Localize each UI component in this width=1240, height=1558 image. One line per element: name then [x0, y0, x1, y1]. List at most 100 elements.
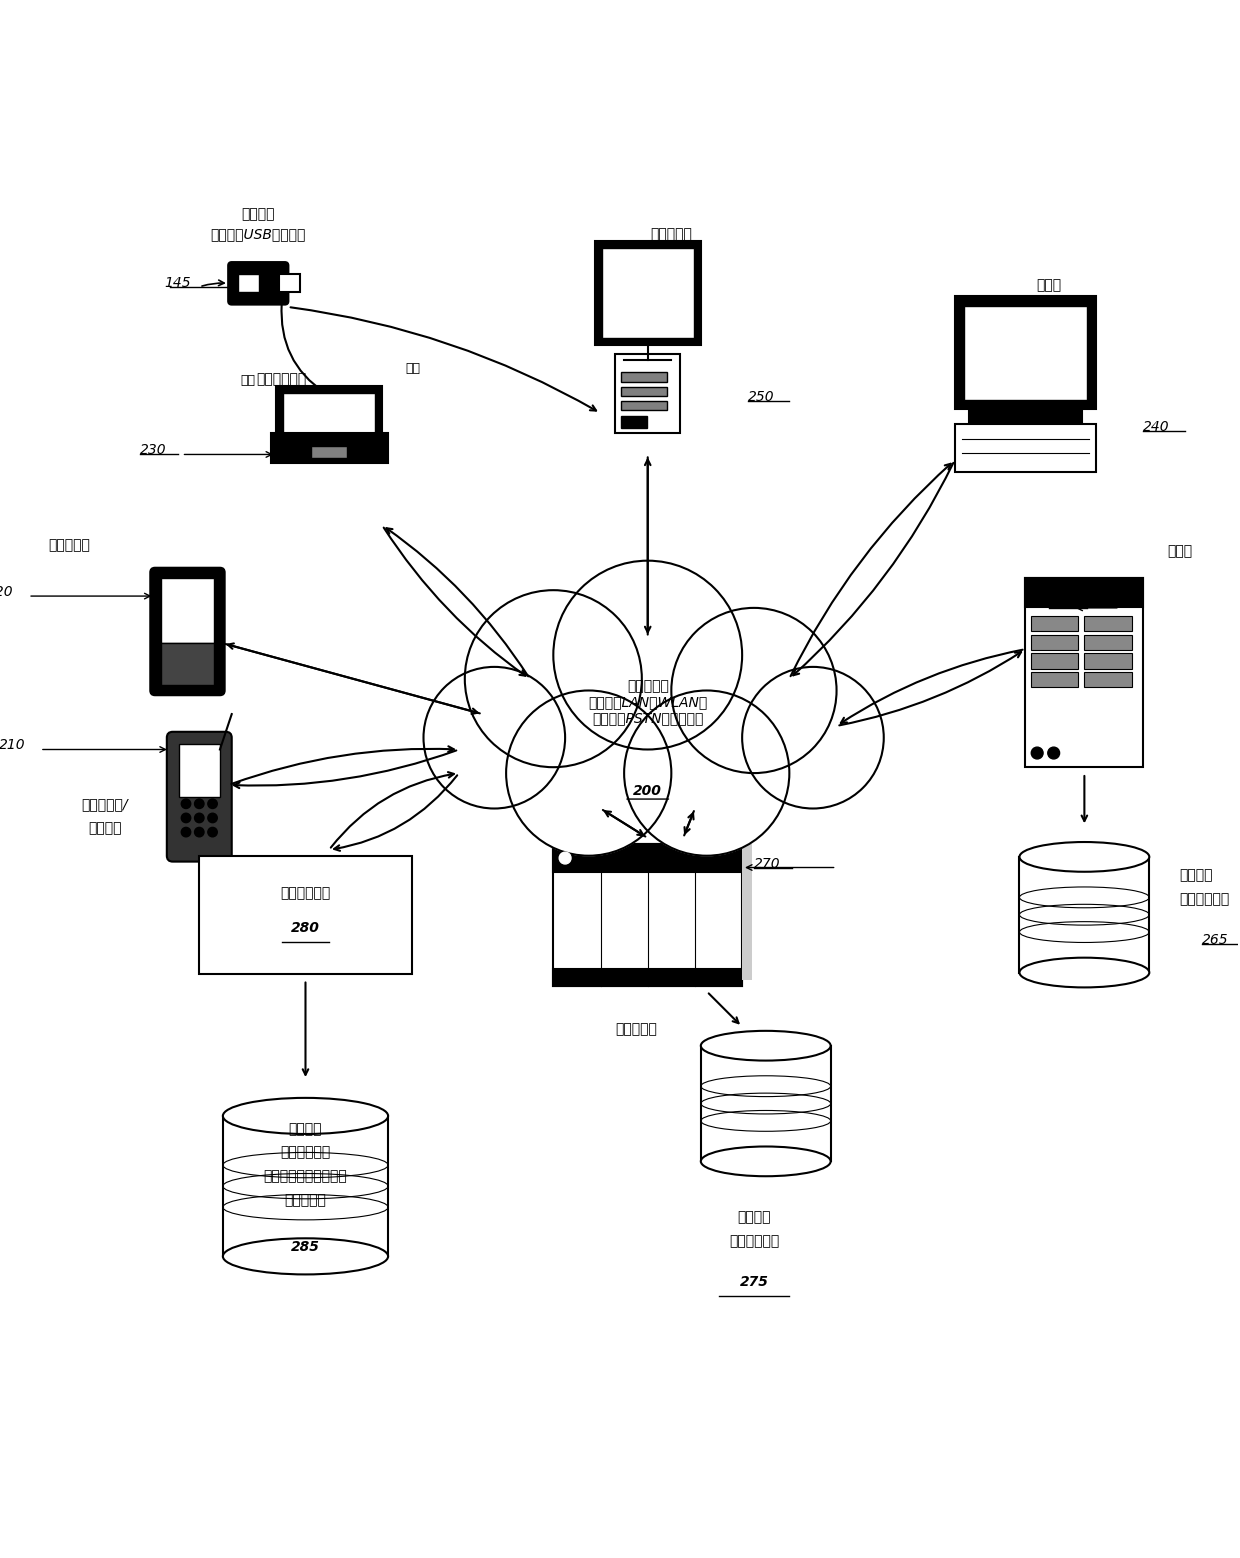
FancyBboxPatch shape: [1085, 634, 1132, 650]
FancyBboxPatch shape: [179, 743, 219, 796]
Circle shape: [1032, 748, 1043, 759]
Text: 145: 145: [164, 276, 191, 290]
FancyBboxPatch shape: [1032, 671, 1079, 687]
FancyBboxPatch shape: [621, 386, 667, 396]
Text: （例如，硬盘驱动器，: （例如，硬盘驱动器，: [264, 1168, 347, 1183]
Text: 服务器: 服务器: [1167, 544, 1192, 558]
FancyBboxPatch shape: [150, 567, 224, 695]
Text: 数据存储装置: 数据存储装置: [280, 1145, 331, 1159]
Circle shape: [181, 799, 191, 809]
Text: 插入: 插入: [405, 361, 420, 375]
FancyBboxPatch shape: [279, 274, 300, 293]
Text: 膝上型计算机: 膝上型计算机: [257, 372, 308, 386]
FancyBboxPatch shape: [595, 241, 701, 344]
FancyBboxPatch shape: [553, 844, 743, 872]
FancyBboxPatch shape: [1025, 578, 1143, 606]
Ellipse shape: [701, 1147, 831, 1176]
FancyBboxPatch shape: [553, 969, 743, 986]
Circle shape: [181, 813, 191, 823]
FancyBboxPatch shape: [963, 305, 1086, 400]
Circle shape: [671, 608, 837, 773]
FancyBboxPatch shape: [615, 354, 681, 433]
Circle shape: [195, 827, 205, 837]
Circle shape: [559, 852, 572, 865]
Text: 265: 265: [1203, 933, 1229, 947]
Text: 数据存储装置: 数据存储装置: [729, 1234, 779, 1248]
Text: 手持计算机/: 手持计算机/: [82, 798, 128, 812]
Text: 信息处理系统: 信息处理系统: [280, 887, 331, 901]
FancyBboxPatch shape: [955, 424, 1096, 472]
Circle shape: [208, 813, 217, 823]
Text: 非易失性: 非易失性: [289, 1122, 322, 1136]
Circle shape: [624, 690, 790, 855]
Text: 计算机网络
（例如，LAN、WLAN、
互联网、PSTN、无线等）: 计算机网络 （例如，LAN、WLAN、 互联网、PSTN、无线等）: [588, 679, 707, 726]
FancyBboxPatch shape: [1085, 671, 1132, 687]
FancyBboxPatch shape: [601, 248, 693, 338]
Text: 200: 200: [634, 784, 662, 798]
Text: 数据存储装置: 数据存储装置: [1179, 891, 1229, 905]
Circle shape: [506, 690, 671, 855]
FancyBboxPatch shape: [277, 386, 382, 450]
Text: 插入: 插入: [241, 374, 255, 386]
Circle shape: [424, 667, 565, 809]
FancyBboxPatch shape: [228, 262, 289, 304]
Text: 240: 240: [1143, 419, 1171, 433]
Text: 280: 280: [291, 921, 320, 935]
FancyBboxPatch shape: [968, 410, 1083, 424]
Circle shape: [1048, 748, 1060, 759]
FancyBboxPatch shape: [621, 372, 667, 382]
FancyBboxPatch shape: [1019, 857, 1149, 972]
Circle shape: [553, 561, 743, 749]
FancyBboxPatch shape: [743, 844, 751, 980]
Text: 250: 250: [748, 391, 775, 405]
FancyBboxPatch shape: [955, 296, 1096, 410]
FancyBboxPatch shape: [238, 274, 259, 293]
Text: 非易失性: 非易失性: [738, 1211, 771, 1225]
Text: 非易失性: 非易失性: [1179, 868, 1213, 882]
Text: 笔式计算机: 笔式计算机: [48, 538, 91, 552]
FancyBboxPatch shape: [167, 732, 232, 862]
Text: 260: 260: [1049, 597, 1075, 611]
FancyBboxPatch shape: [161, 578, 215, 643]
Text: 270: 270: [754, 857, 780, 871]
FancyBboxPatch shape: [1032, 634, 1079, 650]
FancyBboxPatch shape: [1025, 578, 1143, 767]
Circle shape: [195, 813, 205, 823]
FancyBboxPatch shape: [311, 446, 347, 458]
Ellipse shape: [223, 1098, 388, 1134]
Circle shape: [208, 827, 217, 837]
Ellipse shape: [1019, 841, 1149, 872]
Text: 工作站: 工作站: [1037, 279, 1061, 293]
Circle shape: [465, 590, 642, 767]
Ellipse shape: [1019, 958, 1149, 988]
FancyBboxPatch shape: [621, 416, 647, 427]
Circle shape: [195, 799, 205, 809]
FancyBboxPatch shape: [701, 1045, 831, 1161]
Text: 275: 275: [739, 1276, 769, 1290]
FancyBboxPatch shape: [553, 844, 743, 986]
Text: 285: 285: [291, 1240, 320, 1254]
Text: 数据库等）: 数据库等）: [284, 1193, 326, 1207]
FancyBboxPatch shape: [1032, 653, 1079, 668]
Text: 移动电话: 移动电话: [88, 821, 122, 835]
FancyBboxPatch shape: [1032, 615, 1079, 631]
FancyBboxPatch shape: [283, 393, 376, 444]
FancyBboxPatch shape: [621, 400, 667, 410]
FancyBboxPatch shape: [200, 855, 412, 974]
FancyBboxPatch shape: [161, 643, 215, 684]
Text: 个人计算机: 个人计算机: [651, 227, 692, 241]
FancyBboxPatch shape: [270, 433, 388, 463]
Text: 210: 210: [0, 738, 25, 753]
Circle shape: [743, 667, 884, 809]
Ellipse shape: [701, 1031, 831, 1061]
Text: 220: 220: [0, 586, 14, 600]
Text: 230: 230: [140, 444, 167, 458]
FancyBboxPatch shape: [223, 1116, 388, 1256]
Text: 主机计算机: 主机计算机: [615, 1022, 657, 1036]
Circle shape: [208, 799, 217, 809]
FancyBboxPatch shape: [1085, 615, 1132, 631]
Text: 存储装置: 存储装置: [242, 207, 275, 221]
FancyBboxPatch shape: [1085, 653, 1132, 668]
Circle shape: [181, 827, 191, 837]
Ellipse shape: [223, 1239, 388, 1274]
